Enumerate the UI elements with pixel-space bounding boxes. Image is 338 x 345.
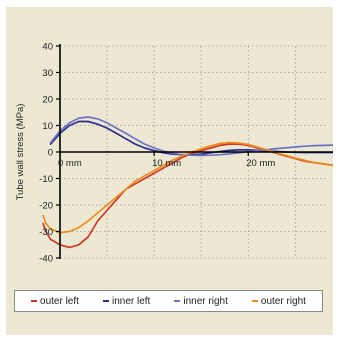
y-tick-label: -20	[39, 201, 53, 212]
chart: 40 30 20 10 0 -10 -20 -30 -40 0 mm 10 mm 20 mm Tube…	[15, 42, 333, 265]
x-tick-label: 20 mm	[246, 158, 275, 169]
grid-layer	[60, 45, 328, 259]
series-line-outer-left	[42, 143, 333, 249]
series-line-outer-right	[42, 141, 333, 234]
x-tick-label: 10 mm	[152, 158, 181, 169]
y-tick-label: -10	[39, 174, 53, 185]
series-line-inner-right	[49, 116, 333, 157]
axis-layer: 40 30 20 10 0 -10 -20 -30 -40 0 mm 10 mm 20 mm	[39, 42, 333, 265]
legend-item-inner-right: inner right	[174, 295, 228, 307]
legend-swatch	[31, 300, 38, 302]
legend-label: inner right	[183, 295, 228, 307]
y-tick-label: 40	[42, 42, 53, 53]
y-tick-label: 10	[42, 121, 53, 132]
y-tick-label: 20	[42, 95, 53, 106]
legend-swatch	[102, 300, 109, 302]
series-line-inner-left	[49, 120, 333, 156]
y-tick-label: -30	[39, 227, 53, 238]
legend-swatch	[174, 300, 181, 302]
x-tick-label: 0 mm	[58, 158, 82, 169]
legend-label: inner left	[111, 295, 151, 307]
y-tick-label: -40	[39, 254, 53, 265]
legend-swatch	[251, 300, 258, 302]
legend: outer left inner left inner right outer rig…	[14, 290, 323, 312]
chart-panel: 40 30 20 10 0 -10 -20 -30 -40 0 mm 10 mm 20 mm Tube…	[6, 7, 333, 335]
y-tick-label: 30	[42, 68, 53, 79]
legend-item-outer-right: outer right	[251, 295, 306, 307]
y-tick-label: 0	[48, 148, 53, 159]
legend-label: outer right	[260, 295, 306, 307]
legend-item-inner-left: inner left	[102, 295, 151, 307]
legend-label: outer left	[40, 295, 79, 307]
series-layer	[42, 116, 333, 249]
y-axis-label: Tube wall stress (MPa)	[15, 104, 26, 201]
legend-item-outer-left: outer left	[31, 296, 79, 307]
